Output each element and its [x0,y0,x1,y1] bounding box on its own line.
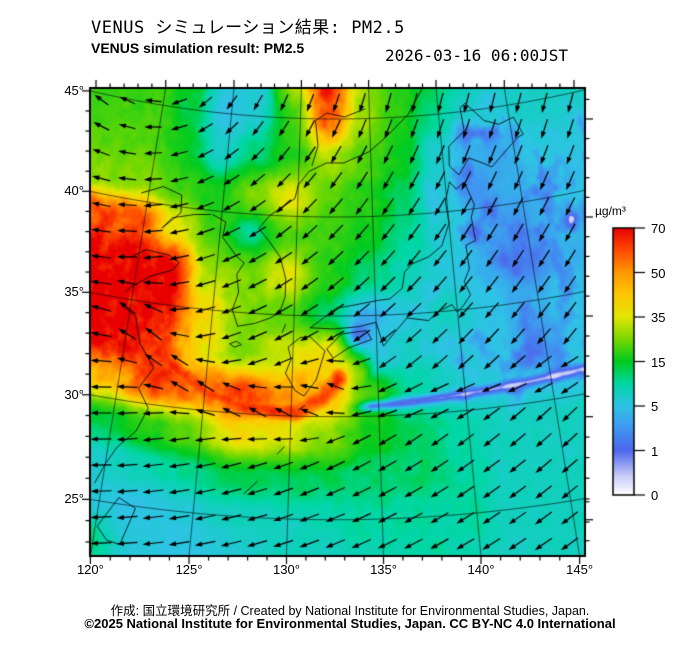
lon-tick-label: 130° [273,562,300,577]
lon-tick-label: 125° [175,562,203,577]
lon-tick-label: 145° [566,562,594,577]
timestamp-label: 2026-03-16 06:00JST [384,46,568,65]
page-title-english: VENUS simulation result: PM2.5 [91,40,305,56]
colorbar-tick-label: 35 [651,310,666,325]
lon-tick-label: 140° [467,562,495,577]
colorbar-tick-label: 70 [651,221,666,236]
footer-credit: 作成: 国立環境研究所 / Created by National Instit… [110,604,590,618]
lat-tick-label: 45° [64,82,84,98]
lon-tick-label: 120° [76,562,104,577]
colorbar-tick-label: 0 [651,488,659,503]
lat-tick-label: 35° [64,284,84,300]
lat-tick-label: 30° [64,386,84,402]
colorbar-tick-label: 5 [651,399,659,414]
colorbar-unit-label: µg/m³ [595,204,626,218]
lon-tick-label: 135° [370,562,397,577]
colorbar-tick-label: 15 [651,354,666,370]
page-title-japanese: VENUS シミュレーション結果: PM2.5 [91,18,405,38]
colorbar-tick-label: 50 [651,265,666,281]
footer-license: ©2025 National Institute for Environment… [84,616,616,631]
colorbar-tick-label: 1 [651,443,659,459]
lat-tick-label: 25° [64,491,84,507]
lat-tick-label: 40° [64,183,84,199]
